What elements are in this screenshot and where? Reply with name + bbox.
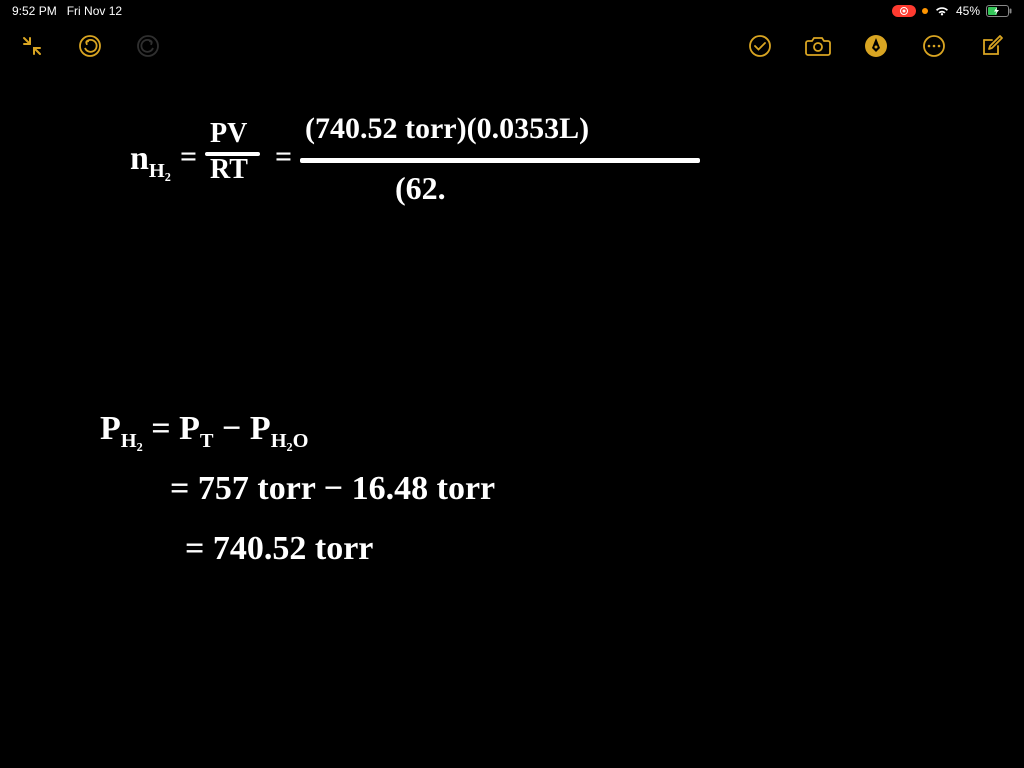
- eq2-line2: = 757 torr − 16.48 torr: [170, 470, 495, 508]
- status-date: Fri Nov 12: [67, 4, 122, 18]
- eq1-frac2-num: (740.52 torr)(0.0353L): [305, 112, 589, 146]
- battery-percent: 45%: [956, 4, 980, 18]
- screen-record-indicator[interactable]: [892, 5, 916, 17]
- eq1-equals-1: =: [180, 140, 197, 174]
- check-circle-icon: [748, 34, 772, 58]
- pen-tool-icon: [864, 34, 888, 58]
- eq1-frac1-den: RT: [210, 154, 248, 186]
- eq1-lhs: nH₂: [130, 140, 171, 183]
- notes-toolbar: [0, 22, 1024, 70]
- collapse-button[interactable]: [18, 32, 46, 60]
- eq2-line3: = 740.52 torr: [185, 530, 373, 568]
- status-time: 9:52 PM: [12, 4, 57, 18]
- status-right: 45%: [892, 4, 1012, 18]
- eq1-frac1-num: PV: [210, 118, 247, 150]
- camera-button[interactable]: [804, 32, 832, 60]
- battery-icon: [986, 5, 1012, 17]
- mic-in-use-dot-icon: [922, 8, 928, 14]
- more-button[interactable]: [920, 32, 948, 60]
- markup-button[interactable]: [862, 32, 890, 60]
- compose-icon: [980, 34, 1004, 58]
- compose-button[interactable]: [978, 32, 1006, 60]
- record-icon: [900, 7, 908, 15]
- eq1-frac2-den: (62.: [395, 170, 446, 207]
- wifi-icon: [934, 5, 950, 17]
- eq1-equals-2: =: [275, 140, 292, 174]
- eq2-line1: PH₂ = PT − PH₂O: [100, 410, 309, 453]
- status-left: 9:52 PM Fri Nov 12: [12, 4, 122, 18]
- redo-icon: [136, 34, 160, 58]
- undo-button[interactable]: [76, 32, 104, 60]
- status-bar: 9:52 PM Fri Nov 12 45%: [0, 0, 1024, 22]
- undo-icon: [78, 34, 102, 58]
- more-icon: [922, 34, 946, 58]
- collapse-icon: [21, 35, 43, 57]
- handwriting-canvas[interactable]: nH₂ = PV RT = (740.52 torr)(0.0353L) (62…: [0, 70, 1024, 768]
- checklist-button[interactable]: [746, 32, 774, 60]
- redo-button: [134, 32, 162, 60]
- camera-icon: [805, 35, 831, 57]
- eq1-frac2-line: [300, 158, 700, 163]
